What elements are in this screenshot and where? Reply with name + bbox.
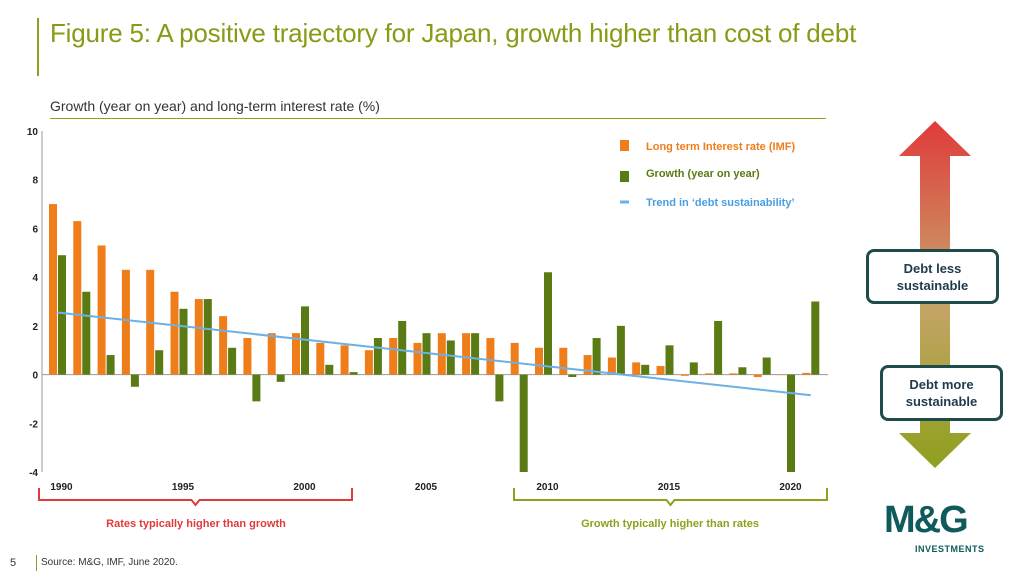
x-tick-label: 2015 xyxy=(658,482,681,493)
y-tick-label: -4 xyxy=(29,468,38,479)
bar-growth xyxy=(714,320,723,375)
bar-interest-rate xyxy=(705,373,714,375)
bracket-rates-higher xyxy=(38,488,353,507)
bar-interest-rate xyxy=(462,333,471,375)
bar-growth xyxy=(58,255,66,375)
bar-interest-rate xyxy=(243,338,252,375)
bar-interest-rate xyxy=(413,342,422,375)
bar-growth xyxy=(568,374,577,378)
legend-label-trend: Trend in ‘debt sustainability’ xyxy=(646,197,795,209)
legend-label-interest-rate: Long term Interest rate (IMF) xyxy=(646,141,795,153)
bar-growth xyxy=(203,299,212,375)
x-tick-label: 1990 xyxy=(50,482,73,493)
x-tick-label: 2010 xyxy=(536,482,559,493)
bar-interest-rate xyxy=(607,357,616,375)
bar-growth xyxy=(106,355,115,375)
x-tick-label: 2020 xyxy=(779,482,802,493)
bar-interest-rate xyxy=(121,269,130,375)
bar-interest-rate xyxy=(389,338,398,375)
bar-interest-rate xyxy=(802,372,811,375)
footer-accent-bar xyxy=(36,555,37,571)
y-tick-label: 8 xyxy=(32,176,38,187)
bar-interest-rate xyxy=(753,374,762,378)
bar-growth xyxy=(373,338,382,375)
bracket-growth-higher xyxy=(513,488,828,507)
logo-main-text: M&G xyxy=(884,499,969,541)
bar-interest-rate xyxy=(292,333,300,375)
bracket-label-growth-higher: Growth typically higher than rates xyxy=(581,518,759,530)
bar-growth xyxy=(179,308,188,375)
bar-growth xyxy=(592,338,601,375)
bar-growth xyxy=(544,272,552,375)
y-tick-label: 10 xyxy=(27,127,39,138)
bar-interest-rate xyxy=(49,204,57,375)
bar-interest-rate xyxy=(170,291,179,375)
bar-growth xyxy=(446,340,455,375)
bar-growth xyxy=(738,367,747,375)
bar-interest-rate xyxy=(510,342,519,375)
trend-line xyxy=(57,311,811,397)
page-number: 5 xyxy=(10,557,17,569)
bar-interest-rate xyxy=(194,299,203,375)
bar-growth xyxy=(641,364,650,375)
bar-growth xyxy=(787,374,795,472)
y-tick-label: 6 xyxy=(32,224,38,235)
mg-logo: M&G INVESTMENTS xyxy=(884,499,994,558)
bar-interest-rate xyxy=(729,373,738,375)
bar-interest-rate xyxy=(583,355,592,375)
bracket-label-rates-higher: Rates typically higher than growth xyxy=(106,518,286,530)
bar-interest-rate xyxy=(97,245,106,375)
title-accent-bar xyxy=(37,18,39,76)
y-tick-label: -2 xyxy=(29,419,38,430)
bar-interest-rate xyxy=(486,338,495,375)
debt-more-sustainable-box: Debt more sustainable xyxy=(880,365,1003,421)
bar-interest-rate xyxy=(219,316,228,375)
bar-interest-rate xyxy=(778,374,786,376)
debt-less-sustainable-box: Debt less sustainable xyxy=(866,249,999,304)
bar-interest-rate xyxy=(364,350,373,375)
bar-growth xyxy=(689,362,698,375)
bar-growth xyxy=(762,357,771,375)
bar-growth xyxy=(276,374,285,382)
bar-growth xyxy=(349,372,358,375)
subtitle-rule xyxy=(50,118,826,119)
y-tick-label: 0 xyxy=(32,371,38,382)
y-tick-label: 2 xyxy=(32,322,38,333)
bar-interest-rate xyxy=(632,362,641,375)
x-tick-label: 2000 xyxy=(293,482,316,493)
page-title: Figure 5: A positive trajectory for Japa… xyxy=(50,18,857,48)
x-tick-label: 1995 xyxy=(172,482,195,493)
bar-interest-rate xyxy=(316,342,325,375)
bar-growth xyxy=(155,350,164,375)
chart-subtitle: Growth (year on year) and long-term inte… xyxy=(50,98,380,114)
bar-growth xyxy=(665,345,674,375)
bar-growth xyxy=(495,374,504,402)
bar-growth xyxy=(82,291,91,375)
bar-interest-rate xyxy=(535,347,543,375)
bar-growth xyxy=(398,320,407,375)
bar-interest-rate xyxy=(267,333,276,375)
bar-growth xyxy=(616,325,625,375)
legend-swatch-growth xyxy=(620,171,629,182)
bar-growth xyxy=(130,374,139,387)
legend-label-growth: Growth (year on year) xyxy=(646,168,760,180)
bar-interest-rate xyxy=(680,374,689,376)
logo-sub-text: INVESTMENTS xyxy=(915,544,985,554)
bar-growth xyxy=(811,301,820,375)
source-note: Source: M&G, IMF, June 2020. xyxy=(41,557,178,568)
bar-growth xyxy=(228,347,237,375)
bar-growth xyxy=(325,364,334,375)
bar-interest-rate xyxy=(340,345,349,375)
x-tick-label: 2005 xyxy=(415,482,438,493)
bar-interest-rate xyxy=(73,221,82,375)
y-tick-label: 4 xyxy=(32,273,38,284)
bar-growth xyxy=(519,374,528,472)
bar-growth xyxy=(471,333,480,375)
bar-growth xyxy=(252,374,261,402)
legend-swatch-interest-rate xyxy=(620,140,629,151)
bar-interest-rate xyxy=(559,347,568,375)
bar-interest-rate xyxy=(656,366,665,375)
